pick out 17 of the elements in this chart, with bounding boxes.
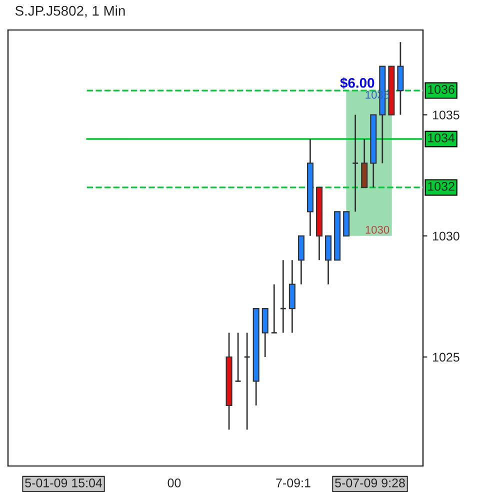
candlestick <box>352 114 359 212</box>
ref-line-label: 1032 <box>428 182 454 191</box>
text: 5-07-09 9:28 <box>335 478 405 488</box>
candlestick <box>234 332 242 382</box>
ref-line-label: 1034 <box>428 134 455 142</box>
text: 7-09:1 <box>276 478 310 488</box>
text: 5-01-09 15:04 <box>25 478 102 488</box>
candlestick <box>270 284 278 334</box>
y-tick-label: 1035 <box>432 110 460 120</box>
ref-line-label: 1036 <box>428 85 454 94</box>
text: 00 <box>168 478 181 488</box>
y-tick-label: 1025 <box>432 352 460 362</box>
chart-title: S.JP.J5802, 1 Min <box>15 6 125 18</box>
candlestick <box>280 259 287 334</box>
annotation: $6.00 <box>340 77 374 89</box>
annotation: 1030 <box>366 226 390 234</box>
y-tick-label: 1030 <box>432 232 460 241</box>
